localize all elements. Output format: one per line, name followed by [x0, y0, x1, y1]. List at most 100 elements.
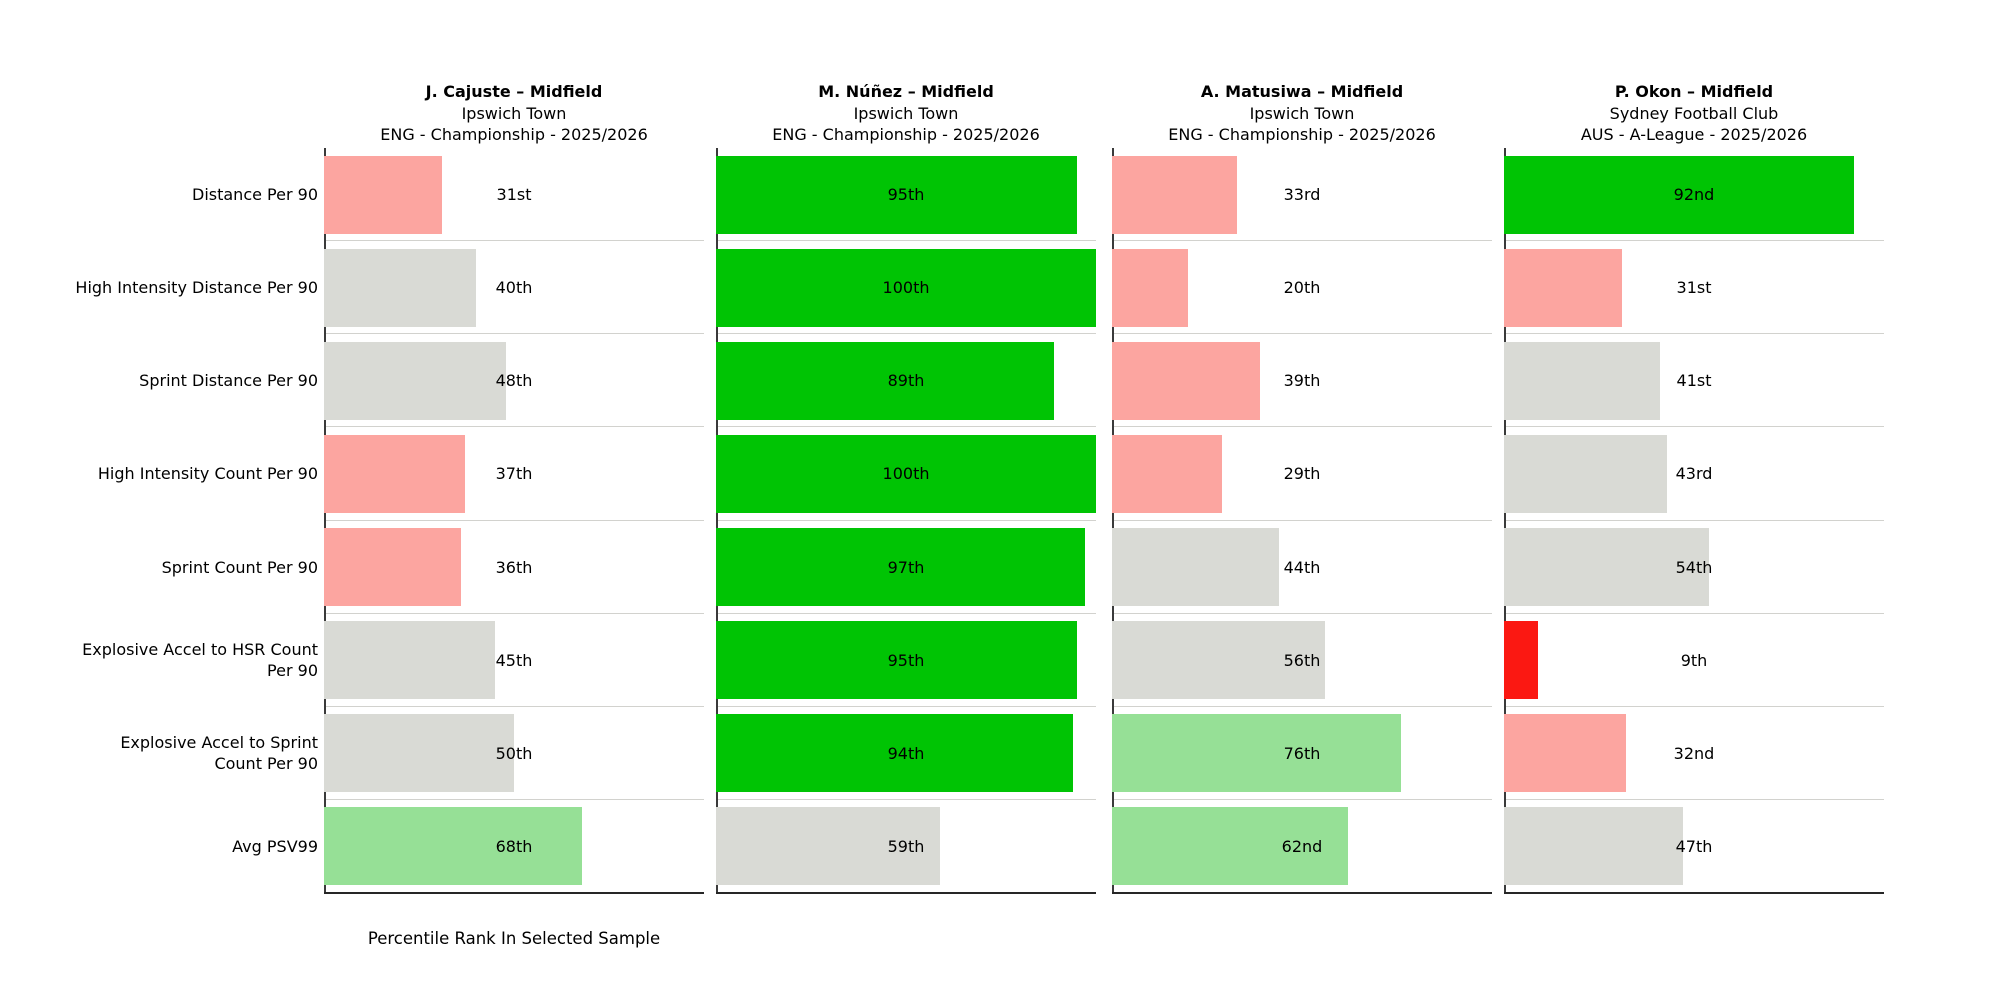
percentile-bar — [1504, 714, 1626, 793]
row-separator — [324, 333, 704, 335]
percentile-bar — [324, 807, 583, 886]
percentile-bar — [324, 155, 442, 234]
row-separator — [1112, 798, 1492, 800]
percentile-value-label: 48th — [495, 371, 533, 391]
metric-label: Explosive Accel to HSR Count Per 90 — [82, 640, 318, 681]
row-separator — [324, 612, 704, 614]
metric-row: 9th — [1504, 614, 1884, 707]
percentile-value-label: 31st — [1676, 278, 1712, 298]
percentile-bar — [1112, 248, 1188, 327]
percentile-value-label: 44th — [1283, 557, 1321, 577]
row-separator — [1112, 426, 1492, 428]
metric-row: 33rd — [1112, 148, 1492, 242]
row-separator — [1112, 333, 1492, 335]
percentile-value-label: 32nd — [1673, 743, 1715, 763]
percentile-value-label: 95th — [887, 185, 925, 205]
row-separator — [324, 240, 704, 242]
percentile-bar — [1504, 528, 1710, 606]
metric-row: 43rd — [1504, 427, 1884, 521]
row-separator — [716, 705, 1096, 707]
player-name: A. Matusiwa – Midfield — [1200, 82, 1404, 101]
metric-row: 94th — [716, 707, 1096, 800]
metric-row: 97th — [716, 521, 1096, 614]
player-panel-0: J. Cajuste – Midfield Ipswich Town ENG - C… — [324, 82, 704, 894]
percentile-value-label: 39th — [1283, 371, 1321, 391]
metric-label: Sprint Distance Per 90 — [139, 371, 318, 391]
row-separator — [716, 426, 1096, 428]
player-competition: AUS - A-League - 2025/2026 — [1580, 125, 1808, 144]
percentile-bar — [716, 341, 1055, 420]
percentile-bar — [1504, 248, 1622, 327]
metric-row: 76th — [1112, 707, 1492, 800]
metric-row: 68th — [324, 800, 704, 893]
metric-row: 62nd — [1112, 800, 1492, 893]
player-header: M. Núñez – Midfield Ipswich Town ENG - Cha… — [772, 81, 1040, 146]
percentile-bar — [716, 528, 1085, 606]
row-separator — [716, 333, 1096, 335]
percentile-bar — [324, 248, 476, 327]
percentile-bar — [1112, 434, 1223, 513]
player-header: J. Cajuste – Midfield Ipswich Town ENG - C… — [380, 81, 648, 146]
row-separator — [324, 798, 704, 800]
percentile-value-label: 68th — [495, 836, 533, 856]
percentile-value-label: 59th — [887, 836, 925, 856]
percentile-value-label: 92nd — [1673, 185, 1715, 205]
metric-row: 36th — [324, 521, 704, 614]
metric-row: 29th — [1112, 427, 1492, 521]
row-separator — [716, 519, 1096, 521]
percentile-bar — [1112, 528, 1280, 606]
row-separator — [324, 705, 704, 707]
player-team: Ipswich Town — [1249, 103, 1355, 123]
metric-row: 59th — [716, 800, 1096, 893]
percentile-bar — [1504, 155, 1854, 234]
player-panel-3: P. Okon – Midfield Sydney Football Club AU… — [1504, 82, 1884, 894]
percentile-bar — [324, 528, 461, 606]
metric-row: 95th — [716, 148, 1096, 242]
player-team: Sydney Football Club — [1609, 103, 1779, 123]
row-separator — [1504, 333, 1884, 335]
row-separator — [1504, 519, 1884, 521]
metric-row: 54th — [1504, 521, 1884, 614]
percentile-value-label: 41st — [1676, 371, 1712, 391]
row-separator — [1504, 426, 1884, 428]
row-separator — [716, 798, 1096, 800]
row-separator — [716, 612, 1096, 614]
percentile-value-label: 56th — [1283, 650, 1321, 670]
metric-row: 100th — [716, 427, 1096, 521]
percentile-value-label: 47th — [1675, 836, 1713, 856]
metric-label: High Intensity Distance Per 90 — [75, 278, 318, 298]
metric-row: 56th — [1112, 614, 1492, 707]
percentile-value-label: 54th — [1675, 557, 1713, 577]
percentile-bar — [324, 714, 514, 793]
x-axis-spine — [1504, 892, 1884, 894]
percentile-bar — [1112, 155, 1238, 234]
percentile-bar — [1504, 341, 1660, 420]
player-header: P. Okon – Midfield Sydney Football Club AU… — [1581, 81, 1807, 146]
row-separator — [1112, 240, 1492, 242]
player-competition: ENG - Championship - 2025/2026 — [1168, 125, 1436, 144]
row-separator — [1112, 519, 1492, 521]
percentile-value-label: 62nd — [1281, 836, 1323, 856]
metric-label: Explosive Accel to Sprint Count Per 90 — [120, 733, 318, 774]
metric-row: 41st — [1504, 334, 1884, 428]
metric-row: 50th — [324, 707, 704, 800]
percentile-value-label: 20th — [1283, 278, 1321, 298]
player-header: A. Matusiwa – Midfield Ipswich Town ENG - … — [1168, 81, 1436, 146]
y-axis-spine — [324, 148, 326, 893]
percentile-bar — [1112, 807, 1348, 886]
percentile-value-label: 36th — [495, 557, 533, 577]
metric-label: High Intensity Count Per 90 — [97, 464, 318, 484]
x-axis-label: Percentile Rank In Selected Sample — [367, 929, 661, 948]
percentile-value-label: 29th — [1283, 464, 1321, 484]
player-name: M. Núñez – Midfield — [818, 82, 994, 101]
percentile-bar — [716, 248, 1096, 327]
row-separator — [324, 519, 704, 521]
metric-row: 95th — [716, 614, 1096, 707]
player-competition: ENG - Championship - 2025/2026 — [380, 125, 648, 144]
percentile-value-label: 76th — [1283, 743, 1321, 763]
metric-row: 48th — [324, 334, 704, 428]
metric-row: 45th — [324, 614, 704, 707]
metric-row: 31st — [1504, 241, 1884, 335]
row-separator — [1504, 612, 1884, 614]
metric-row: 92nd — [1504, 148, 1884, 242]
